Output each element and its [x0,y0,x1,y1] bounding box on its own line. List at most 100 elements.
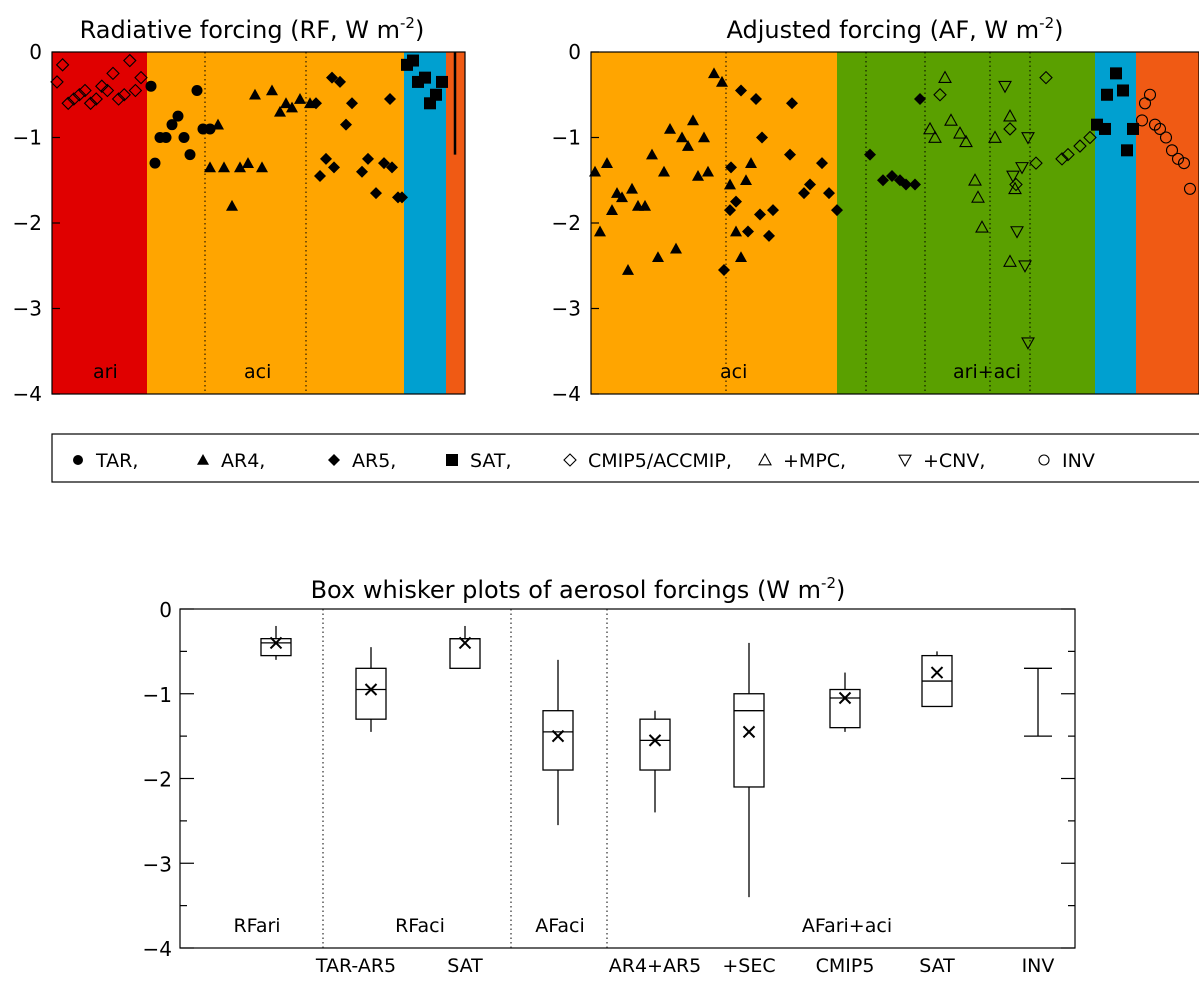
y-tick-label: 0 [568,40,581,64]
y-tick-label: −2 [143,768,172,792]
y-tick-label: −2 [13,211,42,235]
triangle-marker [622,264,634,275]
triangle-marker [274,105,286,117]
diamond-marker [767,204,779,217]
circle-marker [166,119,178,131]
diamond-marker [784,148,796,161]
section-label: RFari [233,915,280,937]
mean-marker [838,691,852,705]
diamond-open-marker [1083,130,1097,145]
triangle-marker [226,199,238,211]
legend-label: CMIP5/ACCMIP, [588,450,732,472]
diamond-marker [314,169,326,182]
diamond-marker [725,161,737,174]
triangle-marker [670,242,682,254]
triangle-marker [652,251,664,262]
legend-label: SAT, [470,450,512,472]
box-7 [921,651,953,708]
diamond-marker [742,225,754,238]
circle-marker [184,149,196,161]
diamond-marker [900,178,912,191]
diamond-marker [326,71,338,84]
circle-open-marker [1143,88,1157,101]
diamond-marker [310,97,322,110]
box-6 [829,672,861,732]
panel-title: Box whisker plots of aerosol forcings (W… [311,574,846,604]
diamond-open-marker [83,96,98,111]
triangle-marker [730,225,742,237]
diamond-marker [816,157,828,170]
diamond-open-marker [100,83,115,98]
triangle-open-marker [944,113,958,126]
diamond-marker [823,187,835,200]
triangle-open-marker [953,126,967,139]
diamond-marker [340,118,352,131]
box [829,688,861,729]
diamond-open-marker [89,92,103,106]
circle-open-marker [1135,114,1149,127]
diamond-open-marker [1061,147,1075,162]
box-3 [542,659,574,826]
legend-label: TAR, [95,450,138,472]
triangle-marker [212,118,224,130]
triangle-marker [249,88,261,100]
legend: TAR, AR4, AR5, SAT, CMIP5/ACCMIP, +MPC, +CNV, I… [51,433,1199,483]
mean-marker [551,729,565,743]
diamond-marker [386,161,398,174]
diamond-open-marker [563,453,577,467]
circle-marker [160,132,172,143]
y-tick-label: −1 [143,683,172,707]
diamond-marker [735,84,747,97]
triangle-down-open-marker [998,80,1012,94]
circle-open-marker [1165,144,1179,157]
diamond-marker [756,131,768,144]
box-label: CMIP5 [816,955,875,977]
triangle-marker [702,165,714,177]
triangle-open-marker [923,121,937,135]
diamond-marker [831,204,843,217]
diamond-open-marker [1073,139,1087,153]
triangle-down-open-marker [1015,162,1029,175]
region-1 [837,52,1095,394]
triangle-marker [658,165,670,177]
mean-marker [930,666,944,679]
box-2 [449,625,481,669]
triangle-marker [664,122,676,134]
triangle-down-open-marker [1010,226,1024,239]
triangle-marker [280,97,292,109]
diamond-marker [356,165,368,178]
diamond-open-marker [72,87,87,102]
box [260,638,292,657]
y-tick-label: −1 [13,126,42,150]
circle-open-marker [1159,131,1173,144]
diamond-marker [877,174,889,187]
y-tick-label: −1 [552,126,581,150]
diamond-open-marker [1003,122,1017,136]
y-tick-label: −4 [13,382,42,406]
triangle-marker [687,114,699,126]
box-label: TAR-AR5 [315,955,396,977]
triangle-marker [594,225,606,237]
square-marker [1101,88,1113,101]
box-5 [733,642,765,898]
diamond-marker [886,169,898,182]
triangle-marker [589,165,601,177]
square-marker [1110,67,1122,80]
diamond-open-marker [50,75,64,89]
triangle-marker [606,204,618,215]
triangle-marker [256,161,268,173]
triangle-open-marker [1003,108,1017,122]
triangle-down-open-marker [1021,132,1035,145]
circle-marker [204,123,216,135]
circle-marker [145,80,157,92]
diamond-open-marker [78,83,92,98]
box-label: +SEC [722,955,775,977]
diamond-marker [786,97,798,110]
diamond-marker [378,157,390,170]
triangle-open-marker [928,130,942,143]
diamond-marker [328,454,340,466]
box-label: SAT [447,955,483,977]
diamond-marker [804,178,816,191]
legend-label: AR5, [352,450,396,472]
